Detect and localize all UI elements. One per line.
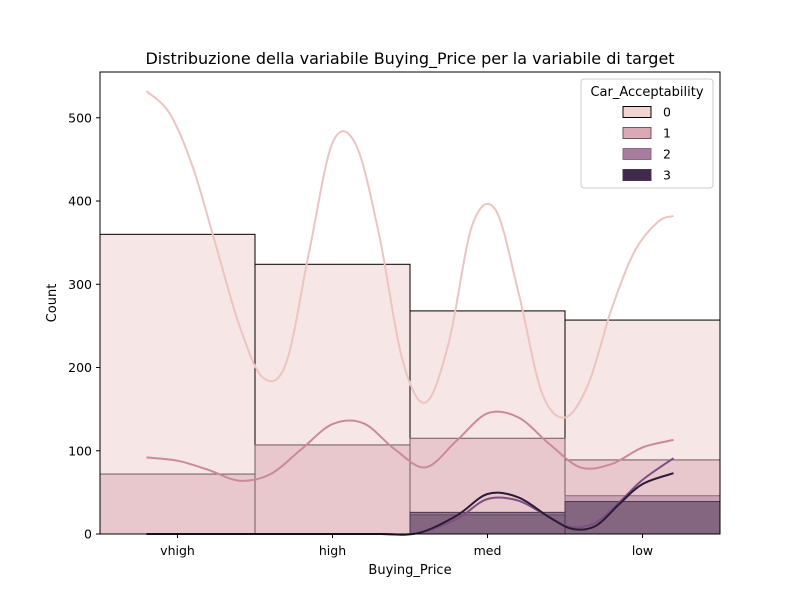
x-tick-label-med: med — [474, 543, 502, 558]
legend: Car_Acceptability 0 1 2 3 — [580, 78, 714, 189]
y-tick-label: 300 — [68, 277, 92, 292]
legend-item-3: 3 — [622, 168, 671, 183]
legend-swatch — [622, 169, 652, 181]
bar-high-series-1 — [254, 444, 411, 535]
legend-swatch — [622, 106, 652, 118]
x-tick-label-low: low — [632, 543, 653, 558]
y-tick-label: 200 — [68, 360, 92, 375]
legend-label: 0 — [663, 105, 671, 120]
plot-frame — [99, 71, 721, 535]
y-tick-label: 500 — [68, 110, 92, 125]
bar-med-series-3 — [409, 511, 566, 535]
legend-label: 1 — [663, 126, 671, 141]
x-axis: vhigh high med low — [160, 534, 653, 558]
legend-label: 2 — [663, 147, 671, 162]
chart-title: Distribuzione della variabile Buying_Pri… — [145, 49, 674, 69]
y-tick-label: 100 — [68, 443, 92, 458]
legend-swatch — [622, 127, 652, 139]
y-tick-label: 0 — [84, 527, 92, 542]
legend-item-1: 1 — [622, 126, 671, 141]
legend-item-0: 0 — [622, 105, 671, 120]
legend-label: 3 — [663, 168, 671, 183]
x-tick-label-high: high — [319, 543, 346, 558]
bar-vhigh-series-1 — [99, 473, 256, 535]
y-tick-label: 400 — [68, 194, 92, 209]
x-axis-label: Buying_Price — [368, 563, 451, 578]
kde-curve-series-0 — [145, 90, 674, 419]
legend-title: Car_Acceptability — [590, 85, 703, 100]
y-axis-label: Count — [45, 284, 60, 323]
kde-curve-series-1 — [146, 410, 674, 482]
legend-item-2: 2 — [622, 147, 671, 162]
bars-layer — [99, 233, 721, 535]
y-axis: 0 100 200 300 400 500 — [68, 110, 100, 542]
x-tick-label-vhigh: vhigh — [160, 543, 195, 558]
legend-swatch — [622, 148, 652, 160]
